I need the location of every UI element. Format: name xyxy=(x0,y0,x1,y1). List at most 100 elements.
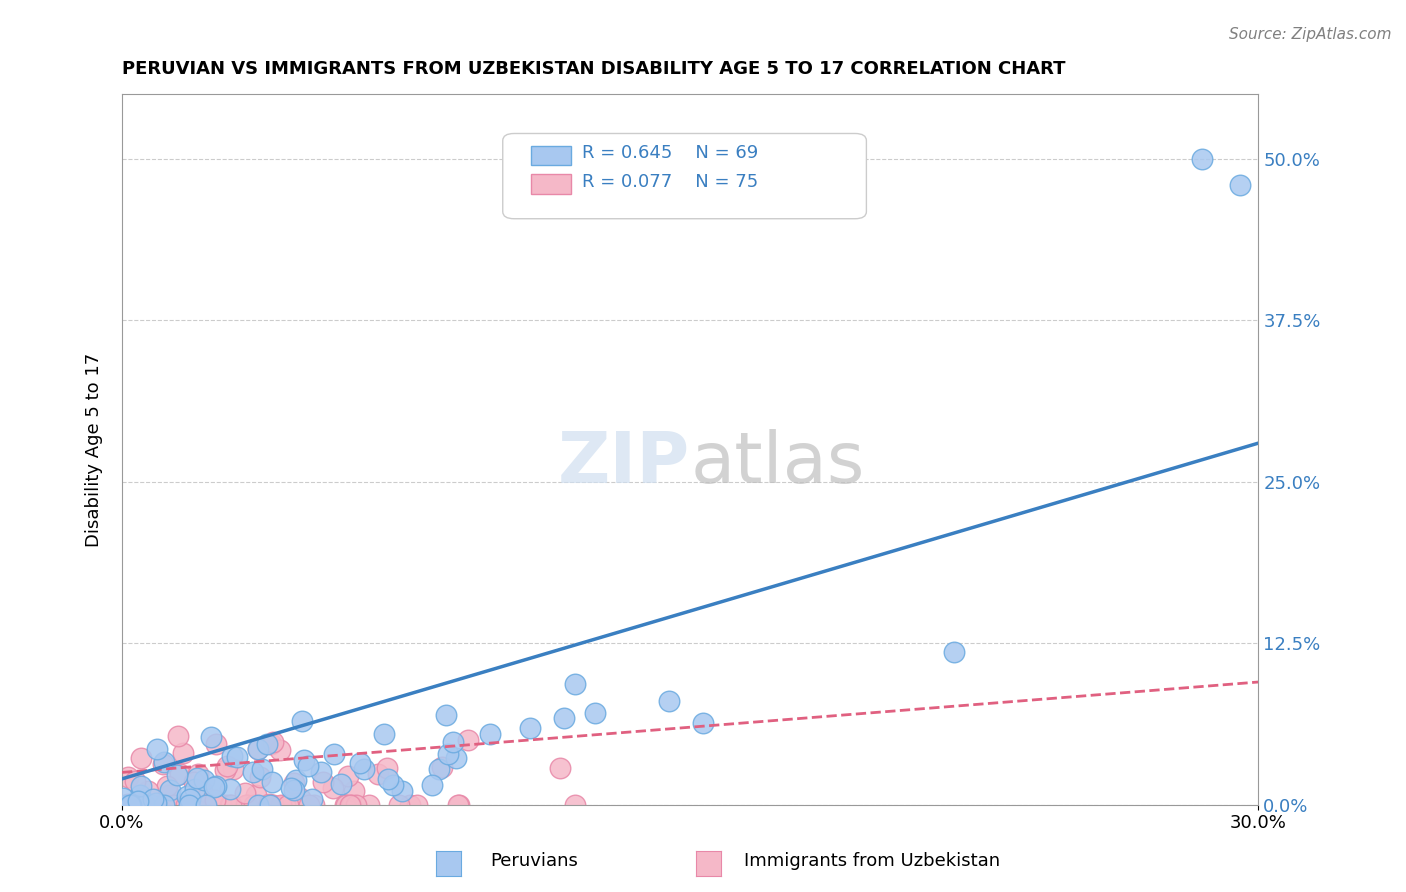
Point xyxy=(290,791,312,805)
Point xyxy=(194,797,217,812)
Point xyxy=(120,797,142,812)
Point xyxy=(152,757,174,772)
Text: Peruvians: Peruvians xyxy=(491,852,578,870)
Point xyxy=(236,797,259,812)
Point xyxy=(204,793,226,807)
Point xyxy=(247,797,270,812)
Point xyxy=(658,694,681,708)
Point xyxy=(219,797,242,812)
Point xyxy=(388,797,411,812)
Point xyxy=(142,791,165,805)
Point xyxy=(430,760,453,774)
Point xyxy=(222,762,245,776)
Point xyxy=(434,707,457,722)
Point xyxy=(292,753,315,767)
Point xyxy=(128,788,150,802)
Point xyxy=(190,783,212,797)
Point xyxy=(204,737,226,751)
Point xyxy=(344,797,367,812)
Text: R = 0.645    N = 69: R = 0.645 N = 69 xyxy=(582,145,759,162)
Point xyxy=(269,743,291,757)
Text: Immigrants from Uzbekistan: Immigrants from Uzbekistan xyxy=(744,852,1000,870)
Point xyxy=(357,797,380,812)
Point xyxy=(156,779,179,793)
Point xyxy=(273,797,295,812)
Point xyxy=(457,732,479,747)
Point xyxy=(377,772,399,787)
Point xyxy=(129,797,152,812)
Point xyxy=(121,797,143,812)
Point xyxy=(297,759,319,773)
Y-axis label: Disability Age 5 to 17: Disability Age 5 to 17 xyxy=(86,352,103,547)
Point xyxy=(342,784,364,798)
Point xyxy=(159,797,181,812)
Point xyxy=(163,797,186,812)
Point xyxy=(246,741,269,756)
Point xyxy=(262,735,284,749)
Point xyxy=(111,790,134,805)
Point xyxy=(564,797,586,812)
Point xyxy=(692,716,714,731)
Point xyxy=(373,727,395,741)
Point xyxy=(183,774,205,789)
FancyBboxPatch shape xyxy=(503,134,866,219)
Point xyxy=(193,773,215,788)
Point xyxy=(262,775,284,789)
Point xyxy=(583,706,606,720)
Point xyxy=(214,763,236,777)
Point xyxy=(291,714,314,729)
Point xyxy=(156,797,179,812)
Point xyxy=(309,764,332,779)
Point xyxy=(217,758,239,772)
Point xyxy=(176,789,198,804)
Point xyxy=(153,755,176,769)
Point xyxy=(427,762,450,776)
Point xyxy=(117,770,139,784)
Point xyxy=(349,756,371,770)
Point xyxy=(247,741,270,756)
Point xyxy=(127,794,149,808)
Point xyxy=(277,797,299,812)
Point xyxy=(249,770,271,784)
Point xyxy=(270,797,292,812)
Point xyxy=(242,765,264,780)
Point xyxy=(167,729,190,743)
Point xyxy=(124,774,146,789)
Point xyxy=(260,737,283,751)
Point xyxy=(159,782,181,797)
Point xyxy=(117,797,139,811)
Point xyxy=(218,782,240,797)
Point xyxy=(381,778,404,792)
Point xyxy=(202,780,225,795)
Point xyxy=(391,784,413,798)
Point xyxy=(1229,178,1251,192)
Point xyxy=(141,797,163,812)
Point xyxy=(444,750,467,764)
Point xyxy=(339,797,361,812)
Text: R = 0.077    N = 75: R = 0.077 N = 75 xyxy=(582,173,759,191)
Point xyxy=(333,797,356,812)
Point xyxy=(550,761,572,775)
Point xyxy=(553,711,575,725)
Point xyxy=(215,797,238,812)
Point xyxy=(406,797,429,812)
Point xyxy=(129,751,152,765)
Point xyxy=(479,727,502,741)
FancyBboxPatch shape xyxy=(531,174,571,194)
Point xyxy=(187,767,209,781)
Point xyxy=(136,784,159,798)
Point xyxy=(177,797,200,812)
Point xyxy=(353,762,375,776)
Point xyxy=(134,797,156,812)
Point xyxy=(172,747,194,761)
Point xyxy=(200,731,222,745)
Point xyxy=(1191,152,1213,166)
Point xyxy=(441,735,464,749)
Point xyxy=(118,797,141,812)
Point xyxy=(339,797,361,812)
Point xyxy=(157,797,180,812)
Point xyxy=(115,797,138,812)
Point xyxy=(367,766,389,780)
Point xyxy=(447,797,470,812)
Point xyxy=(302,797,325,812)
